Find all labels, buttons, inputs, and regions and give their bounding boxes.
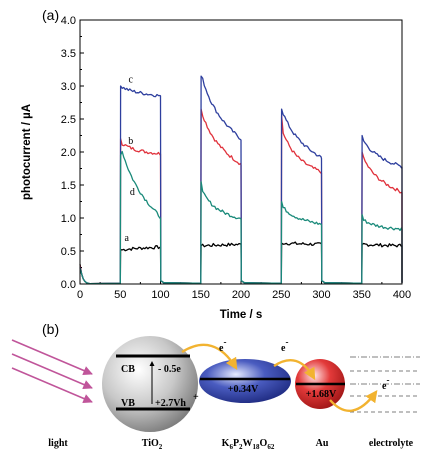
curve-labels: a b c d — [124, 75, 134, 244]
x-tick-label: 200 — [232, 289, 250, 301]
panel-b-label: (b) — [42, 321, 59, 337]
light-label: light — [48, 438, 68, 449]
electron-transfer-arrows — [181, 343, 378, 412]
electron-label-1: e- — [219, 337, 226, 354]
series-line-d — [79, 150, 403, 285]
curve-label-b: b — [128, 136, 133, 147]
panel-a-label: (a) — [42, 7, 59, 23]
curve-label-d: d — [130, 187, 135, 198]
y-tick-label: 4.0 — [61, 15, 76, 27]
x-tick-label: 400 — [393, 289, 411, 301]
x-tick-label: 250 — [272, 289, 290, 301]
au-label: Au — [316, 438, 329, 449]
chart-series — [79, 75, 403, 285]
electron-label-3: e- — [382, 375, 389, 392]
x-tick-label: 50 — [114, 289, 126, 301]
electrolyte-levels — [350, 356, 420, 413]
electron-arrow-au-electrolyte — [329, 390, 378, 412]
x-tick-label: 350 — [353, 289, 371, 301]
electrolyte-label: electrolyte — [369, 438, 414, 449]
x-tick-label: 150 — [192, 289, 210, 301]
pom-potential: +0.34V — [228, 384, 259, 395]
tio2-label: TiO2 — [142, 438, 163, 451]
electron-arrow-tio2-pom — [181, 343, 238, 371]
y-tick-label: 2.5 — [61, 114, 76, 126]
y-tick-label: 2.0 — [61, 147, 76, 159]
cb-label: CB — [121, 364, 135, 375]
y-tick-label: 0.0 — [61, 279, 76, 291]
x-tick-label: 300 — [312, 289, 330, 301]
x-tick-label: 100 — [151, 289, 169, 301]
x-axis-label: Time / s — [220, 309, 263, 321]
electron-arrow-pom-au — [273, 358, 316, 381]
vb-hole-plus: + — [193, 392, 199, 403]
photocurrent-chart: 0 50 100 150 200 250 300 350 400 0.0 0.5 1.0 1.5 2.0… — [61, 15, 411, 301]
y-tick-label: 1.0 — [61, 213, 76, 225]
y-tick-label: 3.0 — [61, 81, 76, 93]
curve-label-a: a — [124, 233, 129, 244]
light-arrow — [11, 339, 93, 376]
electron-label-2: e- — [281, 337, 288, 354]
light-arrow — [11, 353, 93, 390]
pom-label: K6P2W18O62 — [222, 438, 275, 451]
y-axis-ticks: 0.0 0.5 1.0 1.5 2.0 2.5 3.0 3.5 4.0 — [61, 15, 84, 291]
pom-shape — [199, 359, 291, 403]
curve-label-c: c — [128, 75, 133, 86]
light-arrows — [11, 339, 93, 404]
light-arrow — [11, 367, 93, 404]
vb-label: VB — [121, 398, 135, 409]
y-tick-label: 0.5 — [61, 246, 76, 258]
vb-potential: +2.7Vh — [155, 398, 186, 409]
series-line-c — [79, 75, 403, 285]
plot-frame — [79, 19, 403, 285]
au-particle: +1.68V — [295, 359, 345, 409]
au-potential: +1.68V — [306, 389, 337, 400]
x-tick-label: 0 — [77, 289, 83, 301]
cb-potential: - 0.5e — [158, 364, 181, 375]
pom-ellipse: +0.34V — [199, 359, 291, 403]
tio2-particle: CB VB - 0.5e +2.7Vh + — [102, 336, 199, 432]
y-axis-label: photocurrent / µA — [21, 104, 33, 200]
y-tick-label: 3.5 — [61, 48, 76, 60]
y-tick-label: 1.5 — [61, 180, 76, 192]
